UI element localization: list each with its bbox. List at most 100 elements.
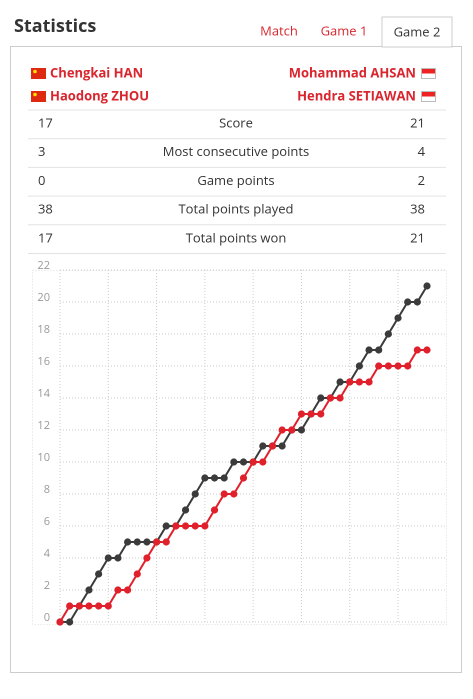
point <box>114 554 122 562</box>
tab[interactable]: Game 1 <box>321 21 368 39</box>
point <box>297 426 306 434</box>
point <box>365 346 373 354</box>
point <box>239 474 248 482</box>
player-name: Haodong ZHOU <box>50 86 149 104</box>
flag-indonesia <box>421 91 436 102</box>
point <box>85 586 93 594</box>
point <box>230 490 238 498</box>
y-tick-label: 0 <box>44 610 50 625</box>
point <box>268 442 277 450</box>
point <box>143 554 151 562</box>
table-cell: 2 <box>418 171 425 189</box>
point <box>191 490 199 498</box>
point <box>95 602 103 610</box>
point <box>394 362 402 370</box>
y-tick-label: 10 <box>37 450 50 465</box>
point <box>75 602 83 610</box>
point <box>124 586 132 594</box>
series-line <box>59 349 427 623</box>
point <box>317 394 325 402</box>
y-tick-label: 4 <box>44 546 51 561</box>
point <box>152 538 161 546</box>
tab[interactable]: Match <box>260 21 298 39</box>
flag-china <box>31 91 46 102</box>
point <box>288 426 296 434</box>
point <box>133 538 141 546</box>
table-cell: Total points played <box>179 200 294 218</box>
point <box>162 538 170 546</box>
table-cell: 38 <box>38 200 53 218</box>
point <box>278 442 286 450</box>
point <box>307 410 315 418</box>
table-cell: Game points <box>197 171 274 189</box>
point <box>259 442 267 450</box>
plot-frame <box>32 270 447 625</box>
y-tick-label: 2 <box>44 578 50 593</box>
point <box>249 458 257 466</box>
point <box>104 554 112 562</box>
point <box>336 394 344 402</box>
y-tick-label: 12 <box>37 418 50 433</box>
point <box>375 362 383 370</box>
point <box>143 538 151 546</box>
y-tick-label: 22 <box>37 258 50 273</box>
player-name: Chengkai HAN <box>50 63 143 81</box>
point <box>66 602 74 610</box>
point <box>413 298 421 306</box>
point <box>336 378 344 386</box>
point <box>85 602 93 610</box>
point <box>230 458 238 466</box>
point <box>133 570 141 578</box>
player-name: Hendra SETIAWAN <box>297 86 416 104</box>
tab[interactable]: Game 2 <box>394 22 441 40</box>
table-cell: 21 <box>410 113 425 131</box>
point <box>201 522 209 530</box>
point <box>423 282 431 290</box>
table-cell: 38 <box>410 200 425 218</box>
point <box>317 410 325 418</box>
point <box>394 314 402 322</box>
table-cell: Total points won <box>186 228 287 246</box>
active-tab-box <box>381 16 453 48</box>
point <box>384 362 392 370</box>
y-tick-label: 14 <box>37 386 50 401</box>
point <box>201 474 209 482</box>
point <box>162 522 170 530</box>
point <box>355 378 363 386</box>
table-cell: 17 <box>38 113 53 131</box>
point <box>181 522 190 530</box>
point <box>259 458 267 466</box>
y-tick-label: 8 <box>44 482 50 497</box>
point <box>191 522 199 530</box>
point <box>104 602 112 610</box>
point <box>124 538 132 546</box>
point <box>66 618 74 626</box>
point <box>114 586 122 594</box>
panel-border <box>10 46 462 673</box>
point <box>375 346 383 354</box>
flag-indonesia <box>421 68 436 79</box>
point <box>56 618 64 626</box>
point <box>239 458 248 466</box>
point <box>181 506 190 514</box>
title: Statistics <box>14 14 96 38</box>
point <box>220 474 228 482</box>
y-tick-label: 18 <box>37 322 50 337</box>
y-tick-label: 6 <box>44 514 50 529</box>
y-tick-label: 20 <box>37 290 50 305</box>
flag-china <box>31 68 46 79</box>
point <box>172 522 180 530</box>
table-cell: 4 <box>418 142 426 160</box>
series-line <box>60 285 428 623</box>
point <box>365 378 373 386</box>
point <box>413 346 421 354</box>
point <box>423 346 431 354</box>
player-name: Mohammad AHSAN <box>289 63 416 81</box>
point <box>278 426 286 434</box>
point <box>297 410 306 418</box>
point <box>95 570 103 578</box>
table-cell: 17 <box>38 228 53 246</box>
table-cell: 0 <box>38 171 45 189</box>
